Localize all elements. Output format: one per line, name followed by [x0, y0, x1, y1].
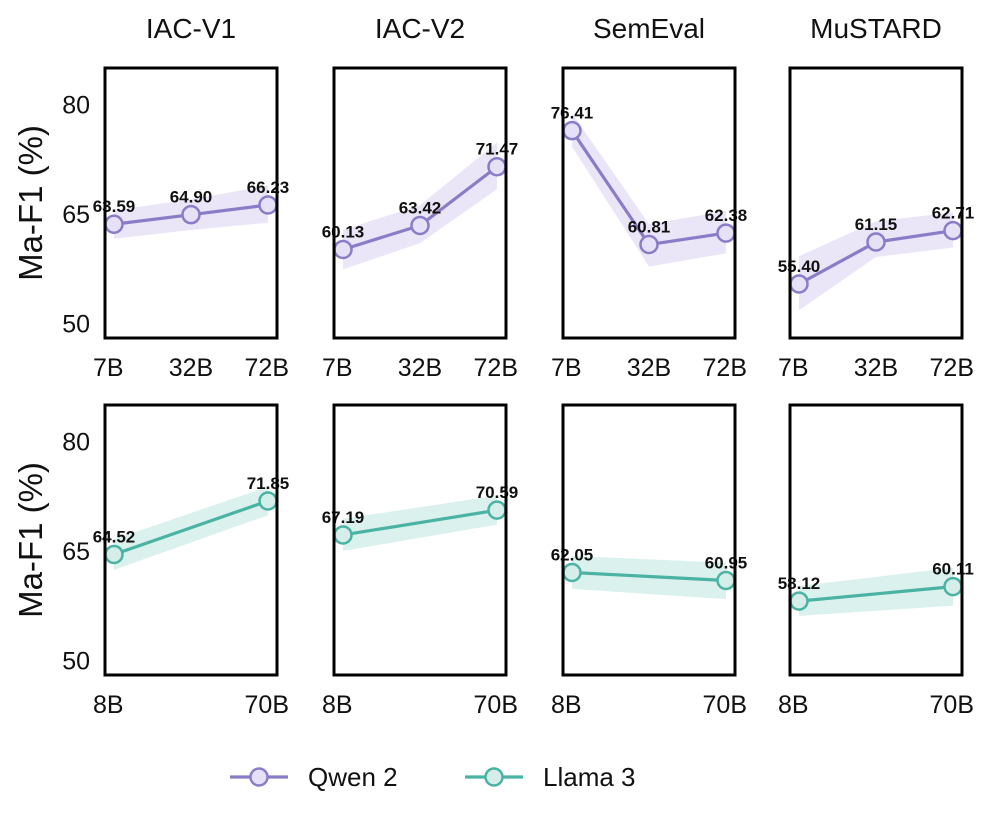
x-tick-label: 32B: [854, 354, 898, 382]
data-label: 62.05: [551, 545, 594, 564]
confidence-band: [572, 113, 726, 267]
x-tick-label: 8B: [93, 691, 124, 719]
y-tick-label: 65: [62, 538, 90, 566]
data-point: [716, 223, 736, 243]
data-label: 62.71: [932, 204, 975, 223]
data-point: [789, 591, 809, 611]
x-tick-label: 70B: [245, 691, 289, 719]
data-label: 63.42: [399, 198, 442, 217]
y-tick-label: 50: [62, 647, 90, 675]
x-tick-label: 72B: [930, 354, 974, 382]
data-label: 61.15: [855, 215, 898, 234]
data-point: [487, 156, 507, 177]
y-tick-label: 65: [62, 201, 90, 229]
data-point: [866, 232, 886, 252]
x-tick-label: 32B: [169, 354, 213, 382]
series-line: [342, 508, 498, 537]
column-title-mustard: MuSTARD: [810, 13, 942, 44]
panel-frame: [788, 66, 964, 340]
panel-frame: [103, 403, 279, 677]
x-tick-label: 70B: [474, 691, 518, 719]
data-point: [104, 214, 124, 234]
data-label: 60.13: [322, 222, 365, 241]
legend-marker: [249, 767, 269, 787]
x-tick-label: 72B: [703, 354, 747, 382]
data-point: [258, 491, 278, 511]
confidence-band: [799, 567, 953, 616]
column-title-iac-v1: IAC-V1: [146, 13, 236, 44]
x-tick-label: 72B: [245, 354, 289, 382]
x-tick-label: 72B: [474, 354, 518, 382]
data-point: [562, 120, 582, 141]
data-label: 60.81: [628, 218, 671, 237]
data-point: [639, 234, 659, 255]
x-tick-label: 8B: [322, 691, 353, 719]
x-tick-label: 8B: [551, 691, 582, 719]
data-point: [258, 195, 278, 215]
x-tick-label: 32B: [398, 354, 442, 382]
legend-label: Qwen 2: [308, 762, 398, 792]
column-title-iac-v2: IAC-V2: [375, 13, 465, 44]
data-point: [181, 204, 201, 225]
data-point: [333, 525, 353, 545]
data-label: 55.40: [778, 257, 821, 276]
series-line: [113, 499, 269, 556]
y-axis-label: Ma-F1 (%): [12, 125, 49, 281]
column-title-semeval: SemEval: [593, 13, 705, 44]
data-label: 67.19: [322, 508, 365, 527]
data-label: 66.23: [247, 178, 290, 197]
data-label: 70.59: [476, 483, 519, 502]
x-tick-label: 8B: [778, 691, 809, 719]
data-label: 64.90: [170, 188, 213, 207]
x-tick-label: 70B: [703, 691, 747, 719]
data-point: [716, 570, 736, 591]
data-point: [562, 562, 582, 583]
y-tick-label: 50: [62, 310, 90, 338]
legend-label: Llama 3: [543, 762, 636, 792]
panel-frame: [332, 66, 508, 340]
data-point: [104, 544, 124, 565]
data-label: 63.59: [93, 197, 136, 216]
data-point: [943, 220, 963, 241]
panel-frame: [788, 403, 964, 677]
series-line: [571, 570, 727, 583]
data-label: 64.52: [93, 527, 136, 546]
x-tick-label: 7B: [93, 354, 124, 382]
y-tick-label: 80: [62, 428, 90, 456]
data-label: 60.95: [705, 554, 748, 573]
data-point: [789, 274, 809, 294]
data-label: 62.38: [705, 206, 748, 225]
x-tick-label: 7B: [778, 354, 809, 382]
data-label: 58.12: [778, 574, 821, 593]
data-point: [487, 500, 507, 520]
data-label: 60.11: [932, 560, 974, 579]
data-label: 71.47: [476, 140, 519, 159]
x-tick-label: 7B: [322, 354, 353, 382]
legend-marker: [484, 767, 504, 787]
panel-frame: [561, 66, 737, 340]
data-point: [943, 576, 963, 597]
data-point: [333, 239, 353, 260]
panel-frame: [103, 66, 279, 340]
data-label: 71.85: [247, 474, 290, 493]
x-tick-label: 7B: [551, 354, 582, 382]
panel-frame: [561, 403, 737, 677]
panel-frame: [332, 403, 508, 677]
series-line: [798, 585, 954, 603]
x-tick-label: 70B: [930, 691, 974, 719]
data-label: 76.41: [551, 104, 594, 123]
y-axis-label: Ma-F1 (%): [12, 462, 49, 618]
y-tick-label: 80: [62, 91, 90, 119]
data-point: [410, 215, 430, 236]
x-tick-label: 32B: [627, 354, 671, 382]
